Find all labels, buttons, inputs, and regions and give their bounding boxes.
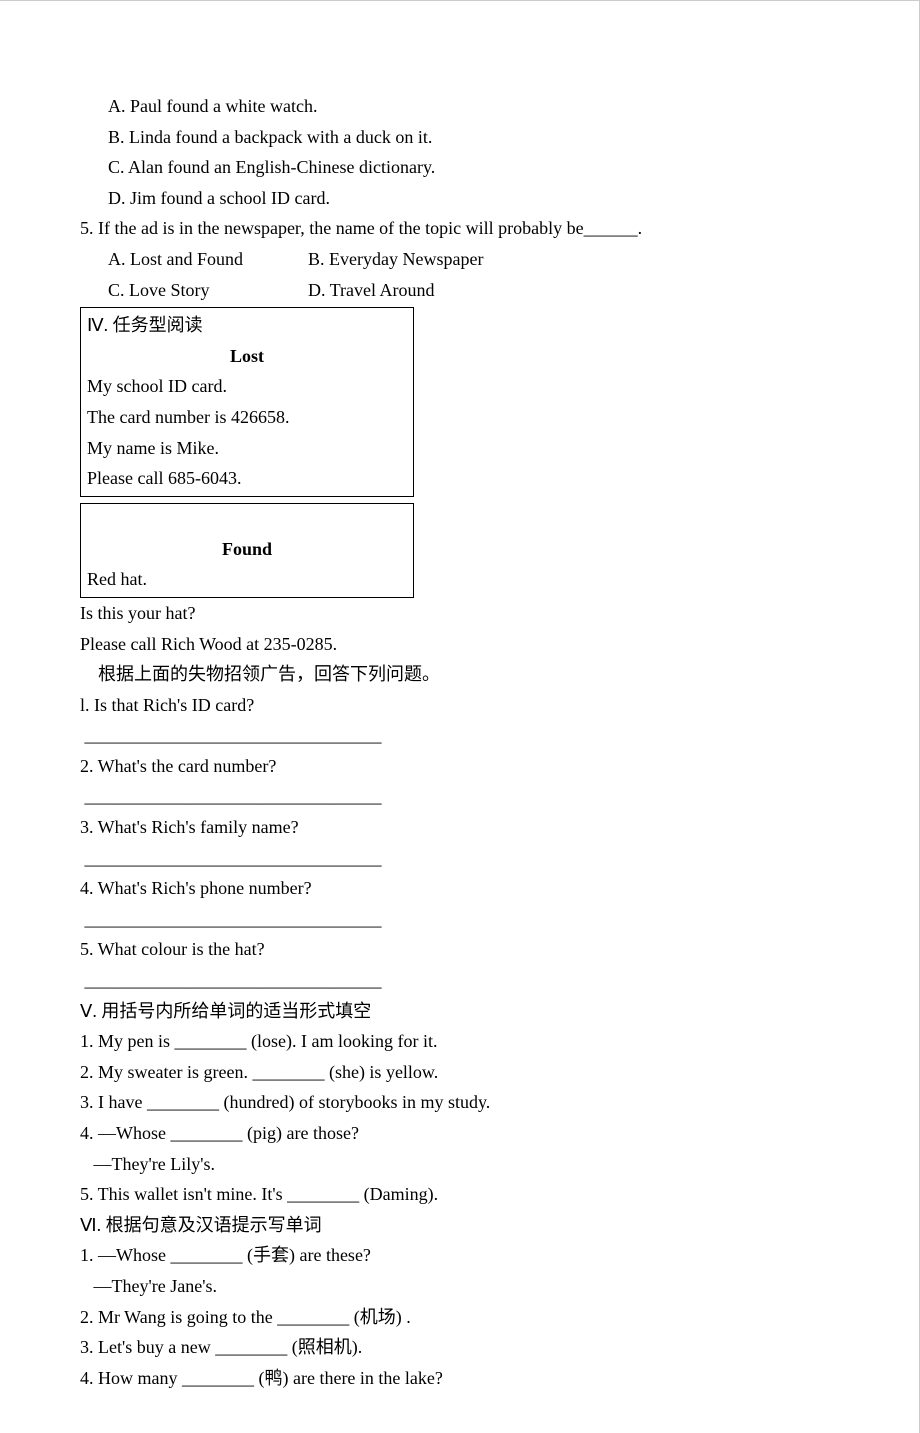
found-line-2: Is this your hat? (80, 598, 839, 629)
lost-box: Ⅳ. 任务型阅读 Lost My school ID card. The car… (80, 307, 414, 497)
found-line-1: Red hat. (87, 564, 407, 595)
task-intro: 根据上面的失物招领广告，回答下列问题。 (80, 659, 839, 690)
lost-line-2: The card number is 426658. (87, 402, 407, 433)
q5-option-b: B. Everyday Newspaper (308, 244, 508, 275)
lost-line-1: My school ID card. (87, 371, 407, 402)
q5-option-a: A. Lost and Found (108, 244, 308, 275)
v-q4a: 4. —Whose ________ (pig) are those? (80, 1118, 839, 1149)
v-q2: 2. My sweater is green. ________ (she) i… (80, 1057, 839, 1088)
v-q4b: —They're Lily's. (80, 1149, 839, 1180)
option-a: A. Paul found a white watch. (80, 91, 839, 122)
vi-q1b: —They're Jane's. (80, 1271, 839, 1302)
q5-option-d: D. Travel Around (308, 275, 508, 306)
iv-q4-blank: _________________________________ (80, 904, 839, 935)
vi-q2: 2. Mr Wang is going to the ________ (机场)… (80, 1302, 839, 1333)
found-spacer (87, 506, 407, 534)
q5-options-row2: C. Love Story D. Travel Around (80, 275, 839, 306)
found-heading: Found (87, 534, 407, 565)
q5-options-row1: A. Lost and Found B. Everyday Newspaper (80, 244, 839, 275)
vi-q3: 3. Let's buy a new ________ (照相机). (80, 1332, 839, 1363)
lost-line-4: Please call 685-6043. (87, 463, 407, 494)
v-q1: 1. My pen is ________ (lose). I am looki… (80, 1026, 839, 1057)
lost-line-3: My name is Mike. (87, 433, 407, 464)
option-c: C. Alan found an English-Chinese diction… (80, 152, 839, 183)
section-v-title: Ⅴ. 用括号内所给单词的适当形式填空 (80, 996, 839, 1027)
found-line-3: Please call Rich Wood at 235-0285. (80, 629, 839, 660)
section-vi-title: Ⅵ. 根据句意及汉语提示写单词 (80, 1210, 839, 1241)
iv-q1: l. Is that Rich's ID card? (80, 690, 839, 721)
iv-q4: 4. What's Rich's phone number? (80, 873, 839, 904)
iv-q5-blank: _________________________________ (80, 965, 839, 996)
v-q3: 3. I have ________ (hundred) of storyboo… (80, 1087, 839, 1118)
vi-q1a: 1. —Whose ________ (手套) are these? (80, 1240, 839, 1271)
vi-q4: 4. How many ________ (鸭) are there in th… (80, 1363, 839, 1394)
option-b: B. Linda found a backpack with a duck on… (80, 122, 839, 153)
worksheet-page: A. Paul found a white watch. B. Linda fo… (0, 0, 920, 1433)
v-q5: 5. This wallet isn't mine. It's ________… (80, 1179, 839, 1210)
question-5: 5. If the ad is in the newspaper, the na… (80, 213, 839, 244)
found-box: Found Red hat. (80, 503, 414, 598)
iv-q5: 5. What colour is the hat? (80, 934, 839, 965)
iv-q2-blank: _________________________________ (80, 781, 839, 812)
iv-q1-blank: _________________________________ (80, 720, 839, 751)
option-d: D. Jim found a school ID card. (80, 183, 839, 214)
section-iv-title: Ⅳ. 任务型阅读 (87, 310, 407, 341)
iv-q2: 2. What's the card number? (80, 751, 839, 782)
q5-option-c: C. Love Story (108, 275, 308, 306)
iv-q3-blank: _________________________________ (80, 843, 839, 874)
iv-q3: 3. What's Rich's family name? (80, 812, 839, 843)
lost-heading: Lost (87, 341, 407, 372)
